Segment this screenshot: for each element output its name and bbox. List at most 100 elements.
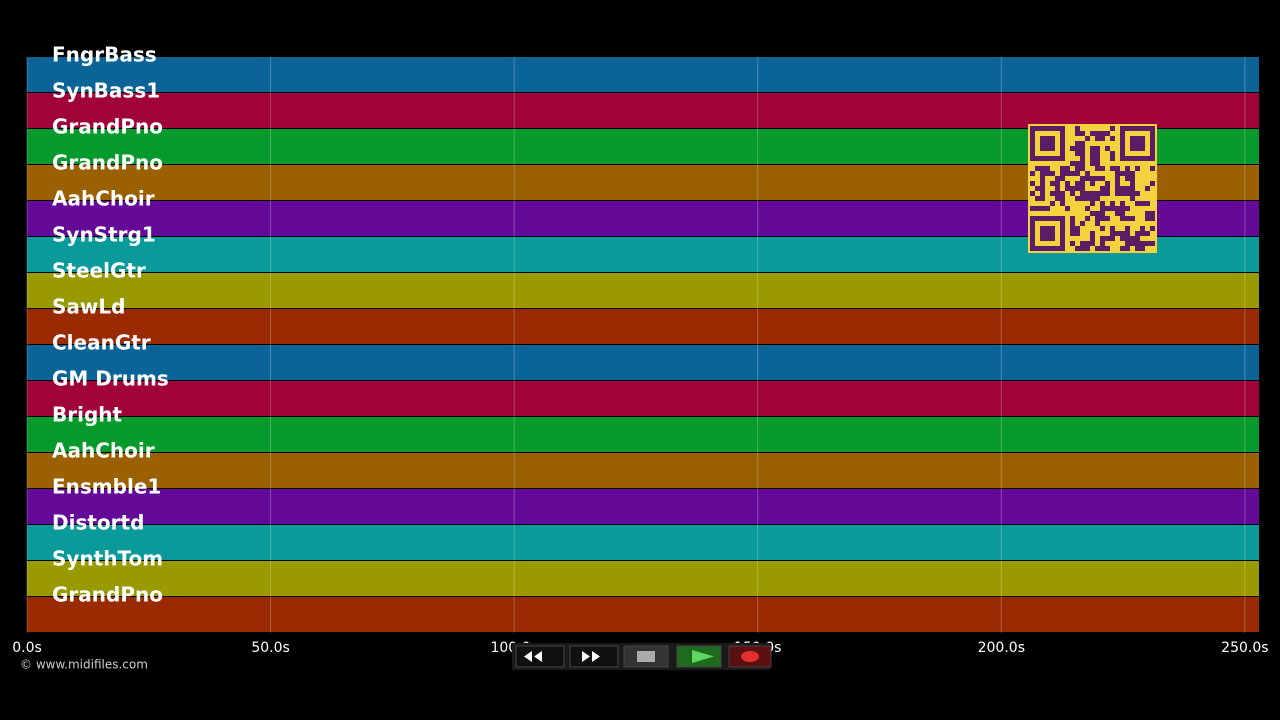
qr-module <box>1125 226 1130 231</box>
rewind-button[interactable] <box>515 645 565 668</box>
qr-module <box>1120 231 1125 236</box>
qr-module <box>1080 151 1085 156</box>
qr-module <box>1060 191 1065 196</box>
qr-module <box>1055 176 1060 181</box>
qr-module <box>1110 136 1115 141</box>
track-band <box>27 561 1259 596</box>
qr-finder <box>1040 136 1055 151</box>
qr-module <box>1115 206 1120 211</box>
qr-module <box>1060 201 1065 206</box>
qr-module <box>1050 191 1055 196</box>
qr-module <box>1105 131 1110 136</box>
qr-module <box>1040 186 1045 191</box>
track-label: Bright <box>52 403 123 427</box>
qr-module <box>1080 176 1085 181</box>
qr-module <box>1085 136 1090 141</box>
qr-module <box>1075 131 1080 136</box>
rewind-icon[interactable] <box>524 651 542 662</box>
qr-module <box>1080 161 1085 166</box>
qr-module <box>1080 146 1085 151</box>
track-band <box>27 57 1259 92</box>
stop-icon[interactable] <box>637 651 655 662</box>
qr-module <box>1060 196 1065 201</box>
qr-module <box>1085 171 1090 176</box>
record-icon[interactable] <box>741 651 759 662</box>
qr-module <box>1095 176 1100 181</box>
qr-module <box>1130 216 1135 221</box>
qr-module <box>1120 211 1125 216</box>
qr-module <box>1080 141 1085 146</box>
qr-module <box>1100 176 1105 181</box>
qr-module <box>1085 206 1090 211</box>
qr-module <box>1125 241 1130 246</box>
qr-module <box>1110 151 1115 156</box>
qr-module <box>1100 241 1105 246</box>
qr-module <box>1145 211 1150 216</box>
qr-module <box>1075 126 1080 131</box>
qr-module <box>1125 246 1130 251</box>
qr-module <box>1030 206 1035 211</box>
track-label: AahChoir <box>52 187 155 211</box>
qr-module <box>1090 196 1095 201</box>
track-band <box>27 597 1259 632</box>
forward-icon[interactable] <box>582 651 600 662</box>
qr-module <box>1095 191 1100 196</box>
qr-module <box>1065 166 1070 171</box>
qr-module <box>1125 166 1130 171</box>
qr-module <box>1105 206 1110 211</box>
qr-module <box>1115 191 1120 196</box>
time-grid <box>26 57 1246 633</box>
qr-module <box>1100 206 1105 211</box>
qr-module <box>1130 196 1135 201</box>
stop-button[interactable] <box>623 645 669 668</box>
qr-module <box>1110 231 1115 236</box>
track-label: SteelGtr <box>52 259 146 283</box>
qr-module <box>1090 211 1095 216</box>
qr-module <box>1055 196 1060 201</box>
forward-button[interactable] <box>569 645 619 668</box>
qr-module <box>1100 166 1105 171</box>
record-button[interactable] <box>728 645 772 668</box>
qr-module <box>1100 136 1105 141</box>
qr-module <box>1140 246 1145 251</box>
qr-module <box>1040 196 1045 201</box>
qr-module <box>1120 236 1125 241</box>
qr-module <box>1070 191 1075 196</box>
track-label: SynStrg1 <box>52 223 156 247</box>
track-band <box>27 453 1259 488</box>
qr-module <box>1110 156 1115 161</box>
time-tick-label: 200.0s <box>978 640 1025 656</box>
track-band <box>27 489 1259 524</box>
qr-module <box>1140 231 1145 236</box>
qr-module <box>1085 196 1090 201</box>
qr-module <box>1095 161 1100 166</box>
qr-module <box>1120 216 1125 221</box>
footer-credit: © www.midifiles.com <box>20 658 148 672</box>
qr-module <box>1070 186 1075 191</box>
qr-module <box>1095 131 1100 136</box>
qr-module <box>1130 171 1135 176</box>
qr-module <box>1125 191 1130 196</box>
qr-module <box>1030 171 1035 176</box>
qr-module <box>1115 211 1120 216</box>
track-label: GM Drums <box>52 367 169 391</box>
time-tick-label: 0.0s <box>12 640 42 656</box>
qr-module <box>1055 191 1060 196</box>
track-label: Ensmble1 <box>52 475 161 499</box>
qr-module <box>1115 176 1120 181</box>
track-label: SynthTom <box>52 547 163 571</box>
qr-module <box>1075 146 1080 151</box>
qr-module <box>1140 241 1145 246</box>
qr-module <box>1090 231 1095 236</box>
qr-module <box>1055 181 1060 186</box>
play-button[interactable] <box>676 645 722 668</box>
qr-module <box>1100 236 1105 241</box>
qr-module <box>1080 191 1085 196</box>
play-icon[interactable] <box>692 650 714 663</box>
qr-module <box>1075 181 1080 186</box>
qr-code <box>1028 124 1157 253</box>
qr-module <box>1110 236 1115 241</box>
time-tick-label: 250.0s <box>1221 640 1268 656</box>
qr-module <box>1090 151 1095 156</box>
